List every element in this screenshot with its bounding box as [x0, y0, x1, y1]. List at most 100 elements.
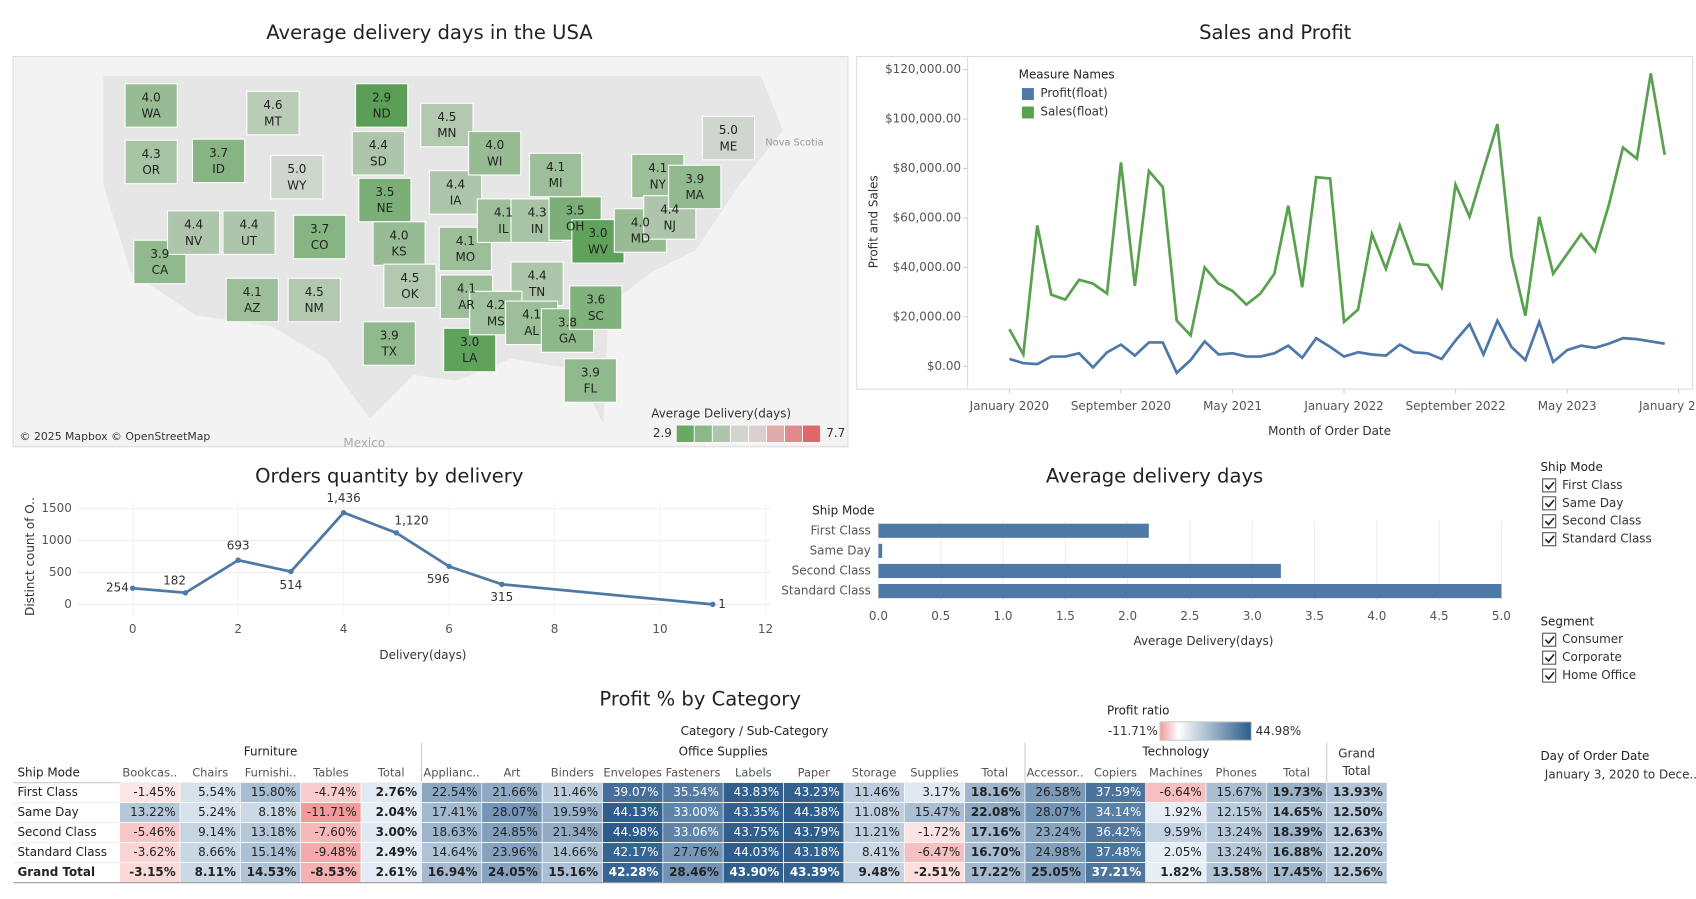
state-label: TN: [528, 285, 545, 299]
x-tick-label: January 2020: [969, 399, 1049, 413]
cell-value: 8.18%: [258, 805, 296, 819]
checkbox[interactable]: [1542, 532, 1557, 547]
filter-option[interactable]: Same Day: [1562, 496, 1623, 510]
row-label: First Class: [17, 785, 77, 799]
column-header: Furnishi..: [245, 765, 297, 779]
point: [288, 568, 294, 575]
bar: [878, 543, 883, 558]
checkbox[interactable]: [1542, 478, 1557, 493]
x-tick-label: September 2022: [1406, 399, 1506, 413]
checkbox[interactable]: [1542, 514, 1557, 529]
data-label: 1: [718, 597, 726, 611]
x-tick-label: 8: [551, 622, 559, 636]
y-tick-label: $80,000.00: [893, 161, 961, 175]
cell-value: 14.64%: [432, 845, 478, 859]
state-value: 3.0: [460, 335, 479, 349]
x-tick-label: 2.5: [1180, 609, 1199, 623]
state-value: 2.9: [372, 90, 391, 104]
filter-option[interactable]: Consumer: [1562, 632, 1623, 646]
x-tick-label: September 2020: [1071, 399, 1171, 413]
x-tick-label: 1.5: [1056, 609, 1075, 623]
column-header: Storage: [852, 765, 897, 779]
cell-value: 44.98%: [613, 825, 659, 839]
filter-option[interactable]: Home Office: [1562, 668, 1636, 682]
place-label: Mexico: [343, 436, 385, 450]
legend-gradient: [1159, 721, 1252, 741]
cell-value: 43.23%: [794, 785, 840, 799]
cell-value: -2.51%: [914, 865, 960, 879]
state-tile: [124, 139, 178, 185]
y-tick-label: Standard Class: [781, 584, 871, 598]
checkbox[interactable]: [1542, 496, 1557, 511]
state-value: 4.4: [184, 218, 203, 232]
state-label: MS: [487, 314, 505, 328]
cell-value: 15.14%: [251, 845, 297, 859]
state-tile: [668, 164, 722, 210]
place-label: Nova Scotia: [765, 137, 823, 148]
state-tile: [420, 102, 474, 148]
cell-value: 5.54%: [198, 785, 236, 799]
checkbox[interactable]: [1542, 632, 1557, 647]
state-value: 4.0: [142, 90, 161, 104]
state-label: CO: [311, 238, 329, 252]
cell-value: 18.16%: [971, 785, 1021, 799]
x-tick-label: 0.0: [869, 609, 888, 623]
state-label: SD: [370, 154, 387, 168]
cell-value: -9.48%: [315, 845, 357, 859]
row-label: Grand Total: [17, 865, 95, 879]
cell-value: 18.63%: [432, 825, 478, 839]
filter-value[interactable]: January 3, 2020 to Dece..: [1544, 768, 1696, 782]
cell-value: 33.00%: [673, 805, 719, 819]
cell-value: 35.54%: [673, 785, 719, 799]
column-header: Copiers: [1094, 765, 1137, 779]
grand-total-label: Grand Total: [1338, 746, 1375, 779]
cell-value: 11.08%: [854, 805, 900, 819]
state-tile: [358, 177, 412, 223]
state-label: CA: [152, 263, 169, 277]
state-tile: [569, 285, 623, 330]
column-header: Binders: [551, 765, 594, 779]
state-value: 3.9: [380, 328, 399, 342]
row-label: Second Class: [17, 825, 96, 839]
cell-value: -1.45%: [133, 785, 175, 799]
filter-option[interactable]: Standard Class: [1562, 532, 1652, 546]
state-label: NE: [377, 201, 393, 215]
state-label: OH: [566, 220, 584, 234]
column-header: Paper: [798, 765, 831, 779]
cell-value: 44.03%: [734, 845, 780, 859]
y-axis-title: Distinct count of O..: [23, 497, 37, 616]
state-value: 4.1: [243, 285, 262, 299]
state-label: IL: [498, 222, 509, 236]
filter-option[interactable]: First Class: [1562, 478, 1622, 492]
cell-value: 28.46%: [669, 865, 719, 879]
state-tile: [355, 83, 409, 128]
filter-title: Segment: [1540, 614, 1594, 628]
state-tile: [468, 130, 522, 176]
state-tile: [124, 83, 178, 128]
x-axis-title: Average Delivery(days): [1134, 634, 1274, 648]
state-label: NM: [305, 301, 324, 315]
state-tile: [166, 210, 221, 255]
cell-value: 36.42%: [1096, 825, 1142, 839]
y-tick-label: Same Day: [810, 543, 871, 557]
bar: [878, 584, 1502, 599]
row-label: Same Day: [17, 805, 78, 819]
checkbox[interactable]: [1542, 650, 1557, 665]
filter-option[interactable]: Second Class: [1562, 514, 1641, 528]
filter-option[interactable]: Corporate: [1562, 650, 1622, 664]
cell-value: 12.15%: [1217, 805, 1263, 819]
legend-step: [766, 424, 785, 443]
cell-value: -6.64%: [1159, 785, 1201, 799]
data-label: 693: [227, 539, 250, 553]
state-value: 4.4: [528, 269, 547, 283]
legend-swatch: [1021, 88, 1034, 101]
y-tick-label: 500: [49, 565, 72, 579]
checkbox[interactable]: [1542, 668, 1557, 683]
state-value: 5.0: [719, 123, 738, 137]
x-tick-label: May 2021: [1203, 399, 1262, 413]
state-label: AR: [458, 298, 474, 312]
chart-title: Average delivery days: [1046, 465, 1263, 488]
state-label: SC: [588, 309, 604, 323]
y-tick-label: $60,000.00: [893, 211, 961, 225]
